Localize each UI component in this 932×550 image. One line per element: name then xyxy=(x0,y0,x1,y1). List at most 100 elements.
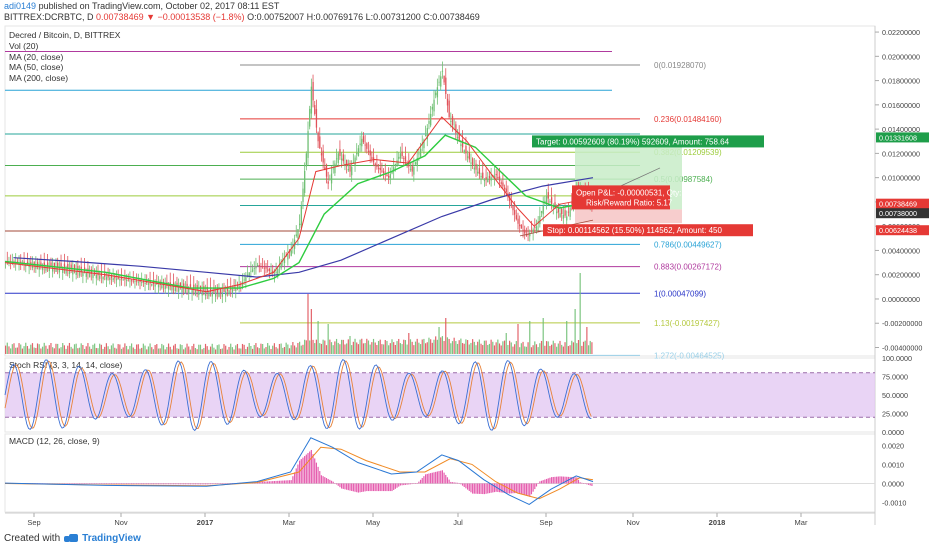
candle-body xyxy=(332,168,334,170)
macd-histogram-bar xyxy=(384,483,386,492)
candle-body xyxy=(364,144,366,146)
macd-histogram-bar xyxy=(272,481,274,484)
macd-histogram-bar xyxy=(386,483,388,492)
volume-bar xyxy=(176,348,178,354)
volume-bar xyxy=(572,342,575,354)
candle-body xyxy=(366,143,368,149)
candle-body xyxy=(280,263,282,269)
candle-body xyxy=(260,265,262,267)
volume-bar xyxy=(136,344,138,354)
macd-histogram-bar xyxy=(441,470,443,484)
legend-ma50[interactable]: MA (50, close) xyxy=(9,62,64,72)
volume-bar xyxy=(186,343,188,354)
volume-bar xyxy=(418,342,420,354)
candle-body xyxy=(33,262,35,266)
candle-body xyxy=(473,167,476,170)
volume-bar xyxy=(8,346,10,354)
volume-bar xyxy=(152,349,155,354)
macd-histogram-bar xyxy=(530,483,533,495)
volume-bar xyxy=(228,346,230,354)
volume-bar xyxy=(119,344,121,354)
macd-histogram-bar xyxy=(290,480,292,484)
candle-body xyxy=(561,208,563,215)
candle-body xyxy=(45,266,47,271)
volume-bar xyxy=(537,347,539,354)
macd-histogram-bar xyxy=(125,483,128,485)
candle-body xyxy=(70,264,72,270)
candle-body xyxy=(389,174,392,179)
time-tick-label: Nov xyxy=(114,518,128,527)
volume-bar xyxy=(290,345,292,354)
volume-bar xyxy=(68,342,71,354)
candle-body xyxy=(542,205,544,215)
tradingview-brand[interactable]: TradingView xyxy=(82,533,141,544)
candle-body xyxy=(159,281,161,285)
macd-histogram-bar xyxy=(561,476,563,484)
macd-histogram-bar xyxy=(488,483,491,494)
volume-bar xyxy=(512,346,514,354)
volume-bar xyxy=(354,338,356,354)
volume-bar xyxy=(75,343,77,354)
volume-bar xyxy=(253,345,255,354)
volume-bar xyxy=(5,345,7,354)
candle-body xyxy=(272,270,274,274)
macd-histogram-bar xyxy=(164,483,166,485)
candle-body xyxy=(451,116,454,126)
macd-histogram-bar xyxy=(453,482,455,484)
candle-body xyxy=(225,291,227,296)
volume-bar xyxy=(364,343,366,354)
volume-bar xyxy=(240,348,242,354)
candle-body xyxy=(58,267,61,273)
macd-histogram-bar xyxy=(527,483,529,497)
volume-bar xyxy=(80,343,82,354)
volume-bar xyxy=(461,343,464,354)
volume-bar xyxy=(532,345,534,354)
macd-histogram-bar xyxy=(134,483,136,485)
volume-bar xyxy=(147,346,149,354)
macd-pane-border xyxy=(4,433,876,513)
macd-histogram-bar xyxy=(537,483,539,484)
legend-vol[interactable]: Vol (20) xyxy=(9,41,39,51)
macd-histogram-bar xyxy=(295,468,297,484)
price-tick-label: 0.01800000 xyxy=(882,77,920,86)
candle-body xyxy=(117,276,119,279)
macd-histogram-bar xyxy=(436,471,438,484)
symbol-label: BITTREX:DCRBTC, D xyxy=(4,12,94,22)
macd-histogram-bar xyxy=(220,483,222,484)
legend-ma200[interactable]: MA (200, close) xyxy=(9,73,69,83)
macd-histogram-bar xyxy=(473,483,475,494)
candle-body xyxy=(107,274,109,278)
macd-histogram-bar xyxy=(162,483,165,485)
candle-body xyxy=(334,163,336,174)
candle-body xyxy=(63,263,66,269)
candle-body xyxy=(307,131,309,158)
volume-bar xyxy=(166,347,168,354)
candle-body xyxy=(218,292,220,297)
candle-body xyxy=(246,274,249,276)
footer: Created with TradingView xyxy=(4,533,141,544)
author-link[interactable]: adi0149 xyxy=(4,1,37,11)
stoch-tick-label: 75.0000 xyxy=(882,373,908,382)
fib-level-label: 0(0.01928070) xyxy=(654,61,706,70)
candle-body xyxy=(124,278,126,280)
volume-bar xyxy=(124,343,126,354)
candle-body xyxy=(482,172,484,179)
macd-histogram-bar xyxy=(372,483,375,492)
macd-histogram-bar xyxy=(482,483,484,495)
macd-histogram-bar xyxy=(455,482,457,484)
candle-body xyxy=(446,98,449,106)
macd-histogram-bar xyxy=(337,483,339,486)
volume-bar xyxy=(137,344,139,354)
candle-body xyxy=(253,267,255,269)
macd-histogram-bar xyxy=(542,480,544,484)
time-tick-label: Mar xyxy=(283,518,296,527)
macd-histogram-bar xyxy=(100,483,102,485)
candle-body xyxy=(299,223,301,226)
candle-body xyxy=(53,262,56,268)
volume-bar xyxy=(356,342,358,354)
macd-histogram-bar xyxy=(137,483,139,485)
macd-histogram-bar xyxy=(371,483,373,492)
macd-histogram-bar xyxy=(562,476,564,484)
legend-ma20[interactable]: MA (20, close) xyxy=(9,52,64,62)
candle-body xyxy=(393,167,395,172)
